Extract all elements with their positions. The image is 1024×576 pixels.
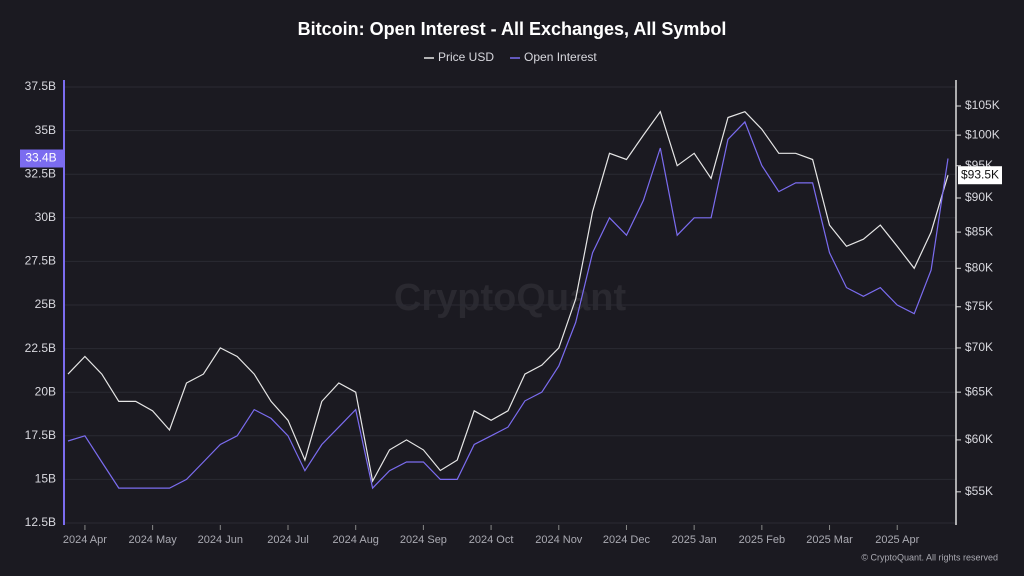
x-tick-label: 2024 Nov [535, 534, 583, 546]
y2-tick-label: $75K [965, 299, 993, 313]
x-tick-label: 2025 Apr [875, 534, 919, 546]
legend-label: Price USD [438, 50, 494, 64]
y-tick-label: 30B [35, 210, 56, 224]
x-tick-label: 2024 Jun [198, 534, 243, 546]
x-tick-label: 2025 Mar [806, 534, 853, 546]
x-tick-label: 2025 Feb [739, 534, 785, 546]
y2-tick-label: $55K [965, 484, 993, 498]
x-tick-label: 2024 Oct [469, 534, 514, 546]
series-line [67, 110, 949, 483]
y-tick-label: 25B [35, 297, 56, 311]
y2-tick-label: $65K [965, 384, 993, 398]
y2-tick-label: $100K [965, 127, 1000, 141]
y-tick-label: 37.5B [25, 79, 56, 93]
y-tick-label: 12.5B [25, 515, 56, 529]
series-line [67, 120, 949, 490]
y-tick-label: 20B [35, 384, 56, 398]
chart-title: Bitcoin: Open Interest - All Exchanges, … [298, 19, 727, 39]
y2-tick-label: $70K [965, 340, 993, 354]
last-value-badge [958, 166, 1002, 185]
y-tick-label: 22.5B [25, 341, 56, 355]
y-tick-label: 15B [35, 472, 56, 486]
y2-tick-label: $85K [965, 224, 993, 238]
last-value-label: 33.4B [25, 151, 56, 165]
y2-tick-label: $60K [965, 432, 993, 446]
y2-tick-label: $105K [965, 98, 1000, 112]
x-tick-label: 2024 Dec [603, 534, 651, 546]
x-tick-label: 2024 Aug [332, 534, 379, 546]
y2-tick-label: $80K [965, 260, 993, 274]
x-tick-label: 2024 May [128, 534, 177, 546]
y2-tick-label: $90K [965, 190, 993, 204]
x-tick-label: 2025 Jan [672, 534, 717, 546]
x-tick-label: 2024 Jul [267, 534, 309, 546]
y-tick-label: 32.5B [25, 166, 56, 180]
y-tick-label: 27.5B [25, 254, 56, 268]
y-tick-label: 17.5B [25, 428, 56, 442]
watermark: CryptoQuant [394, 277, 627, 319]
last-value-label: $93.5K [961, 167, 999, 181]
x-tick-label: 2024 Apr [63, 534, 107, 546]
y-tick-label: 35B [35, 123, 56, 137]
last-value-badge [20, 149, 63, 168]
footnote: © CryptoQuant. All rights reserved [861, 552, 998, 562]
x-tick-label: 2024 Sep [400, 534, 447, 546]
legend-label: Open Interest [524, 50, 597, 64]
